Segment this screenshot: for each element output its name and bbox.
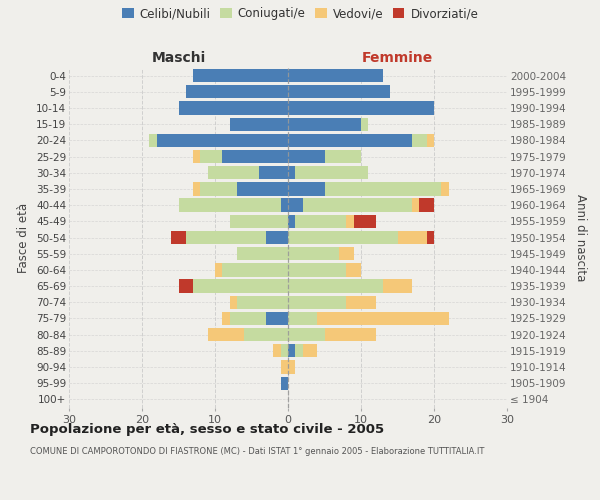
Bar (157, 134, 288, 147)
Bar (346, 296, 376, 309)
Bar (244, 328, 288, 342)
Bar (412, 134, 427, 147)
Bar (237, 182, 288, 196)
Bar (361, 118, 368, 131)
Bar (208, 166, 259, 179)
Text: Femmine: Femmine (362, 51, 433, 65)
Y-axis label: Anni di nascita: Anni di nascita (574, 194, 587, 281)
Bar (237, 247, 288, 260)
Bar (288, 280, 383, 292)
Legend: Celibi/Nubili, Coniugati/e, Vedovi/e, Divorziati/e: Celibi/Nubili, Coniugati/e, Vedovi/e, Di… (117, 2, 483, 25)
Bar (230, 296, 237, 309)
Text: Maschi: Maschi (151, 51, 206, 65)
Bar (149, 134, 157, 147)
Bar (354, 214, 376, 228)
Bar (223, 150, 288, 163)
Bar (200, 150, 223, 163)
Bar (302, 198, 412, 212)
Bar (442, 182, 449, 196)
Bar (288, 85, 390, 98)
Bar (230, 214, 288, 228)
Bar (288, 312, 317, 325)
Bar (288, 344, 295, 358)
Bar (281, 376, 288, 390)
Bar (281, 344, 288, 358)
Bar (259, 166, 288, 179)
Bar (223, 263, 288, 276)
Bar (186, 85, 288, 98)
Bar (383, 280, 412, 292)
Bar (288, 118, 361, 131)
Bar (346, 263, 361, 276)
Bar (230, 312, 266, 325)
Bar (288, 198, 302, 212)
Bar (186, 231, 266, 244)
Bar (200, 182, 237, 196)
Bar (325, 150, 361, 163)
Bar (266, 231, 288, 244)
Bar (193, 69, 288, 82)
Bar (288, 102, 434, 114)
Bar (288, 166, 295, 179)
Bar (281, 360, 288, 374)
Bar (288, 69, 383, 82)
Bar (427, 134, 434, 147)
Bar (208, 328, 244, 342)
Bar (288, 296, 346, 309)
Bar (237, 296, 288, 309)
Bar (193, 150, 200, 163)
Bar (288, 150, 325, 163)
Text: Popolazione per età, sesso e stato civile - 2005: Popolazione per età, sesso e stato civil… (30, 422, 384, 436)
Bar (179, 280, 193, 292)
Bar (325, 328, 376, 342)
Bar (222, 312, 230, 325)
Bar (427, 231, 434, 244)
Bar (274, 344, 281, 358)
Bar (288, 360, 295, 374)
Bar (179, 102, 288, 114)
Bar (412, 198, 419, 212)
Bar (179, 198, 281, 212)
Bar (302, 344, 317, 358)
Bar (171, 231, 186, 244)
Bar (325, 182, 442, 196)
Bar (339, 247, 354, 260)
Y-axis label: Fasce di età: Fasce di età (17, 202, 31, 272)
Bar (230, 118, 288, 131)
Bar (288, 231, 398, 244)
Bar (288, 247, 339, 260)
Bar (398, 231, 427, 244)
Bar (288, 182, 325, 196)
Bar (281, 198, 288, 212)
Bar (346, 214, 354, 228)
Bar (295, 166, 368, 179)
Bar (215, 263, 223, 276)
Bar (295, 214, 346, 228)
Bar (295, 344, 302, 358)
Bar (317, 312, 449, 325)
Bar (288, 134, 412, 147)
Text: COMUNE DI CAMPOROTONDO DI FIASTRONE (MC) - Dati ISTAT 1° gennaio 2005 - Elaboraz: COMUNE DI CAMPOROTONDO DI FIASTRONE (MC)… (30, 448, 484, 456)
Bar (193, 280, 288, 292)
Bar (419, 198, 434, 212)
Bar (288, 263, 346, 276)
Bar (193, 182, 200, 196)
Bar (288, 214, 295, 228)
Bar (288, 328, 325, 342)
Bar (266, 312, 288, 325)
